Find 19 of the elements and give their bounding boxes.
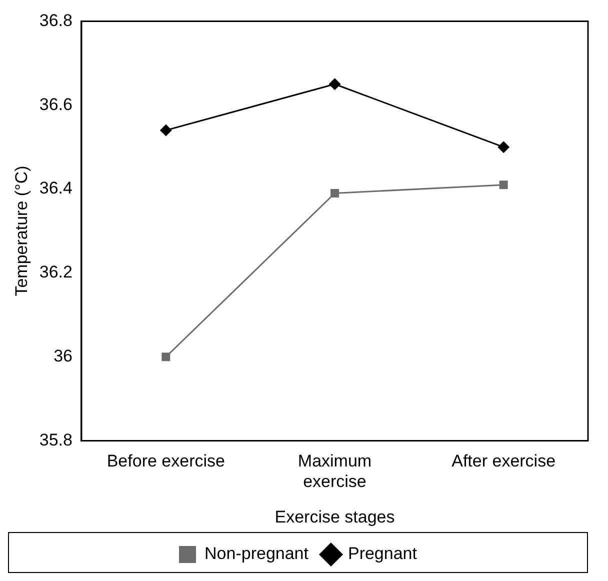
y-tick-label: 36 [54,346,72,366]
x-tick-label: Before exercise [106,452,225,471]
y-tick-label: 36.8 [39,10,72,30]
legend-label: Non-pregnant [204,544,309,564]
y-tick-label: 36.6 [39,94,72,114]
y-tick-label: 36.4 [39,178,72,198]
x-tick-label: Maximum exercise [298,452,372,492]
x-axis-title: Exercise stages [274,507,395,526]
point [499,180,508,190]
y-tick-label: 35.8 [39,430,72,450]
point [162,352,170,362]
point [498,141,510,154]
y-tick-label: 36.2 [39,262,72,282]
legend-label: Pregnant [348,544,418,564]
point [330,188,339,198]
point [328,78,341,90]
x-tick-label: After exercise [452,452,556,471]
point [160,124,172,136]
y-axis-title: Temperature (°C) [12,166,31,296]
